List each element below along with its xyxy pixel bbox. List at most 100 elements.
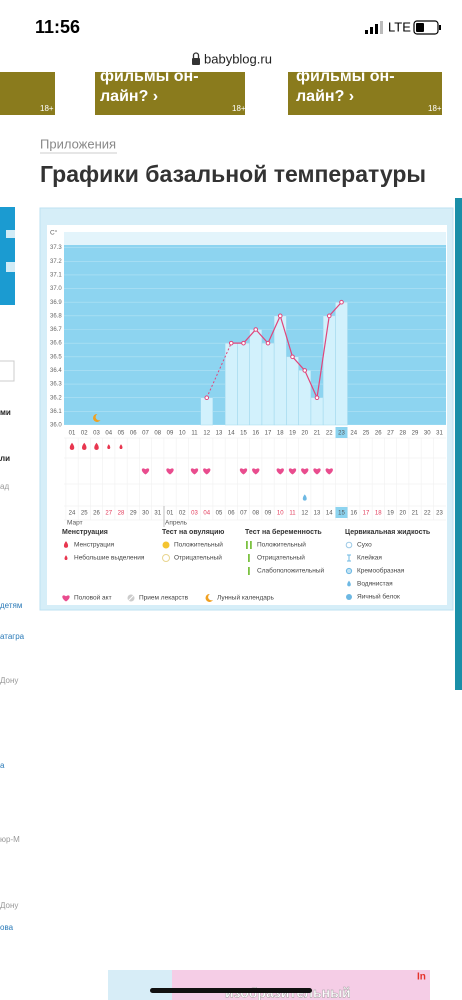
date-label: 05	[216, 511, 223, 517]
x-tick-label: 01	[69, 431, 76, 437]
x-tick-label: 09	[167, 431, 174, 437]
sidebar-banner-detail	[6, 230, 15, 238]
legend-item: Половой акт	[74, 594, 112, 602]
date-label: 21	[412, 511, 419, 517]
x-tick-label: 19	[289, 431, 296, 437]
date-label: 29	[130, 511, 137, 517]
x-tick-label: 05	[118, 431, 125, 437]
x-tick-label: 04	[105, 431, 112, 437]
date-label: 12	[301, 511, 308, 517]
y-tick-label: 36.7	[50, 327, 62, 333]
x-tick-label: 18	[277, 431, 284, 437]
x-tick-label: 10	[179, 431, 186, 437]
y-tick-label: 36.4	[50, 368, 62, 374]
legend-icon	[346, 594, 352, 600]
sidebar-link: а	[0, 761, 5, 770]
legend-item: Небольшие выделения	[74, 554, 145, 562]
x-tick-label: 15	[240, 431, 247, 437]
temperature-bar	[274, 315, 287, 426]
y-tick-label: 37.1	[50, 273, 62, 279]
month-label: Апрель	[165, 520, 188, 527]
url[interactable]: babyblog.ru	[204, 51, 272, 66]
temperature-point	[339, 299, 344, 305]
date-label: 22	[424, 511, 431, 517]
menstruation-mark	[94, 442, 99, 450]
x-tick-label: 25	[363, 431, 370, 437]
date-label: 30	[142, 511, 149, 517]
home-indicator	[150, 988, 312, 993]
intercourse-mark	[166, 468, 174, 475]
x-tick-label: 21	[314, 431, 321, 437]
legend-icon	[246, 541, 248, 549]
intercourse-mark	[252, 468, 260, 475]
legend-item: Отрицательный	[174, 554, 222, 562]
x-tick-label: 23	[338, 431, 345, 437]
x-tick-label: 20	[301, 431, 308, 437]
legend-icon	[345, 541, 353, 549]
date-label: 20	[399, 511, 406, 517]
date-label: 27	[105, 511, 112, 517]
x-tick-label: 06	[130, 431, 137, 437]
x-tick-label: 26	[375, 431, 382, 437]
sidebar-link: ова	[0, 923, 14, 932]
gap-connector	[206, 342, 232, 398]
footer-banner[interactable]	[172, 970, 430, 1000]
legend-icon	[162, 541, 170, 549]
ad-card[interactable]	[0, 68, 55, 115]
menstruation-mark	[82, 442, 87, 450]
date-label: 02	[179, 511, 186, 517]
footer-badge: In	[417, 972, 426, 983]
spotting-mark	[107, 444, 111, 449]
highlight-box	[335, 507, 348, 518]
date-label: 16	[350, 511, 357, 517]
legend-icon	[162, 554, 170, 562]
date-label: 10	[277, 511, 284, 517]
date-label: 19	[387, 511, 394, 517]
temperature-bar	[237, 342, 250, 426]
date-label: 23	[436, 511, 443, 517]
temperature-bar	[310, 397, 324, 426]
sidebar-link: ми	[0, 408, 11, 417]
legend-item: Слабоположительный	[257, 567, 325, 575]
x-tick-label: 11	[191, 431, 198, 437]
x-tick-label: 17	[265, 431, 272, 437]
date-label: 28	[118, 511, 125, 517]
temperature-point	[253, 327, 259, 332]
ad-card[interactable]	[95, 68, 245, 115]
sidebar-input[interactable]	[0, 360, 15, 382]
legend-item: Кремообразная	[357, 567, 405, 575]
legend-icon	[62, 595, 70, 602]
temperature-bar	[225, 342, 238, 426]
y-tick-label: 36.5	[50, 354, 62, 360]
temperature-point	[314, 395, 320, 401]
legend-item: Отрицательный	[257, 554, 305, 562]
legend-icon	[64, 555, 68, 560]
date-label: 24	[69, 511, 76, 517]
ad-card[interactable]	[288, 68, 442, 115]
clock: 11:56	[35, 17, 80, 37]
highlight-box	[335, 427, 348, 438]
right-strip	[455, 198, 462, 690]
x-tick-label: 22	[326, 431, 333, 437]
y-tick-label: 36.0	[50, 423, 62, 429]
temperature-point	[302, 368, 308, 373]
temperature-line	[231, 301, 342, 400]
x-tick-label: 03	[93, 431, 100, 437]
intercourse-mark	[325, 468, 333, 475]
date-label: 08	[252, 511, 259, 517]
date-label: 14	[326, 511, 333, 517]
legend-item: Лунный календарь	[217, 594, 274, 602]
breadcrumb[interactable]: Приложения	[40, 136, 116, 151]
sidebar-banner[interactable]	[0, 207, 15, 305]
ad-clip	[0, 68, 462, 72]
x-tick-label: 13	[216, 431, 223, 437]
legend-icon	[345, 567, 353, 575]
legend-icon	[248, 567, 250, 575]
legend-icon	[250, 541, 252, 549]
footer-block	[108, 970, 172, 1000]
date-label: 18	[375, 511, 382, 517]
date-label: 01	[167, 511, 174, 517]
legend-item: Сухо	[357, 542, 372, 549]
